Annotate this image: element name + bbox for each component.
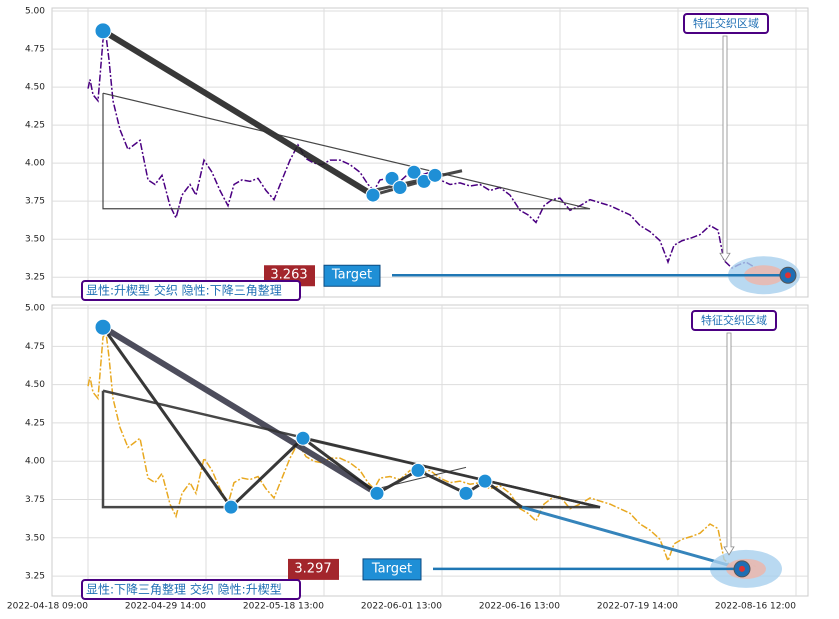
- pattern-point: [477, 473, 493, 489]
- pattern-point: [94, 22, 112, 40]
- y-tick-label: 4.50: [25, 83, 45, 93]
- pattern-label-box: [81, 579, 301, 600]
- pattern-line: [302, 437, 601, 509]
- pattern-line: [376, 466, 467, 490]
- price-label: 3.263: [270, 268, 307, 283]
- y-tick-label: 4.25: [25, 418, 45, 428]
- x-tick-label: 2022-06-01 13:00: [361, 602, 442, 612]
- pattern-point: [223, 499, 239, 515]
- y-tick-label: 4.50: [25, 380, 45, 390]
- plot-area: [51, 7, 809, 298]
- y-tick-label: 3.75: [25, 197, 45, 207]
- zone-arrow: [719, 35, 731, 263]
- pattern-label: 显性:升楔型 交织 隐性:下降三角整理: [86, 283, 282, 298]
- x-tick-label: 2022-04-18 09:00: [7, 602, 88, 612]
- price-badge: [288, 558, 339, 580]
- pattern-point: [295, 430, 311, 446]
- y-tick-label: 4.75: [25, 45, 45, 55]
- target-badge: [323, 264, 381, 287]
- price-line: [87, 33, 757, 270]
- price-line: [87, 330, 757, 568]
- zone-label-box: [683, 13, 769, 34]
- pattern-label-box: [81, 280, 301, 301]
- y-tick-label: 3.50: [25, 533, 45, 543]
- target-dot: [785, 272, 791, 279]
- y-tick-label: 4.25: [25, 121, 45, 131]
- target-label: Target: [371, 561, 412, 576]
- target-label: Target: [331, 268, 372, 283]
- zone-label: 特征交织区域: [693, 16, 759, 30]
- pattern-line: [102, 92, 591, 210]
- y-tick-label: 5.00: [25, 7, 45, 17]
- pattern-point: [392, 179, 408, 195]
- y-tick-label: 3.25: [25, 572, 45, 582]
- pattern-point: [406, 164, 422, 180]
- pattern-line: [521, 505, 743, 571]
- y-tick-label: 3.75: [25, 495, 45, 505]
- x-tick-label: 2022-07-19 14:00: [597, 602, 678, 612]
- y-tick-label: 5.00: [25, 304, 45, 314]
- pattern-point: [410, 462, 426, 478]
- target-dot: [739, 565, 745, 572]
- y-tick-label: 3.50: [25, 235, 45, 245]
- zone-label: 特征交织区域: [701, 313, 767, 327]
- pattern-point: [427, 167, 443, 183]
- x-tick-label: 2022-05-18 13:00: [243, 602, 324, 612]
- y-tick-label: 4.00: [25, 159, 45, 169]
- zone-label-box: [691, 310, 777, 331]
- pattern-point: [94, 318, 112, 336]
- pattern-point: [458, 485, 474, 501]
- y-tick-label: 4.75: [25, 342, 45, 352]
- x-tick-label: 2022-04-29 14:00: [125, 602, 206, 612]
- plot-area: [51, 304, 809, 597]
- pattern-line: [101, 28, 375, 198]
- target-badge: [362, 558, 422, 581]
- pattern-point: [369, 485, 385, 501]
- pattern-label: 显性:下降三角整理 交织 隐性:升楔型: [86, 582, 282, 597]
- y-tick-label: 4.00: [25, 457, 45, 467]
- x-tick-label: 2022-08-16 12:00: [715, 602, 796, 612]
- pattern-point: [365, 187, 381, 203]
- y-tick-label: 3.25: [25, 273, 45, 283]
- x-tick-label: 2022-06-16 13:00: [479, 602, 560, 612]
- pattern-line: [101, 324, 379, 496]
- price-label: 3.297: [294, 561, 331, 576]
- zone-arrow: [723, 332, 735, 556]
